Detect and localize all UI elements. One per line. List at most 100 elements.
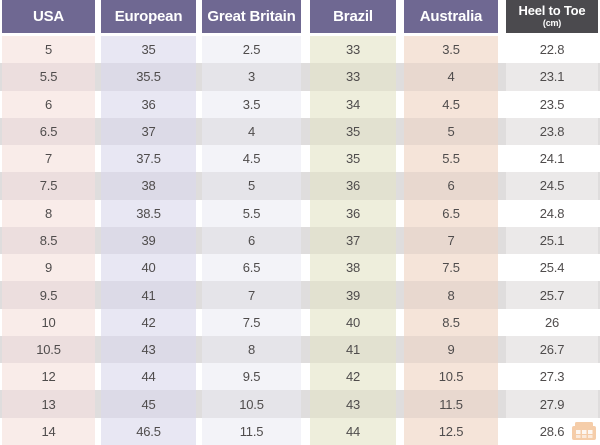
table-cell: 39 bbox=[101, 226, 196, 255]
table-row: 10.5 43 8 41 9 26.7 bbox=[0, 335, 600, 364]
table-cell: 42 bbox=[101, 308, 196, 336]
table-row: 10 42 7.5 40 8.5 26 bbox=[0, 308, 600, 336]
header-usa-label: USA bbox=[32, 7, 65, 25]
watermark-logo-icon bbox=[572, 422, 596, 440]
table-cell: 33 bbox=[310, 36, 396, 64]
table-row: 14 46.5 11.5 44 12.5 28.6 bbox=[0, 417, 600, 445]
table-row: 8 38.5 5.5 36 6.5 24.8 bbox=[0, 199, 600, 227]
table-cell: 27.9 bbox=[506, 390, 598, 418]
table-cell: 10 bbox=[2, 308, 95, 336]
table-row: 12 44 9.5 42 10.5 27.3 bbox=[0, 363, 600, 391]
table-row: 13 45 10.5 43 11.5 27.9 bbox=[0, 390, 600, 418]
table-cell: 43 bbox=[310, 390, 396, 418]
table-cell: 37.5 bbox=[101, 145, 196, 173]
table-row: 9 40 6.5 38 7.5 25.4 bbox=[0, 254, 600, 282]
table-cell: 25.1 bbox=[506, 226, 598, 255]
table-cell: 7.5 bbox=[2, 172, 95, 200]
table-cell: 5 bbox=[202, 172, 301, 200]
table-row: 6.5 37 4 35 5 23.8 bbox=[0, 117, 600, 146]
table-cell: 13 bbox=[2, 390, 95, 418]
table-cell: 9 bbox=[2, 254, 95, 282]
table-row: 9.5 41 7 39 8 25.7 bbox=[0, 281, 600, 309]
table-cell: 25.4 bbox=[506, 254, 598, 282]
table-cell: 10.5 bbox=[202, 390, 301, 418]
table-cell: 40 bbox=[310, 308, 396, 336]
table-cell: 5.5 bbox=[404, 145, 498, 173]
table-cell: 8 bbox=[404, 281, 498, 309]
table-cell: 3 bbox=[202, 63, 301, 91]
table-cell: 35.5 bbox=[101, 63, 196, 91]
table-cell: 35 bbox=[101, 36, 196, 64]
table-cell: 35 bbox=[310, 145, 396, 173]
header-australia: Australia bbox=[404, 0, 498, 33]
table-cell: 24.8 bbox=[506, 199, 598, 227]
table-row: 7 37.5 4.5 35 5.5 24.1 bbox=[0, 145, 600, 173]
table-cell: 4.5 bbox=[202, 145, 301, 173]
table-cell: 3.5 bbox=[404, 36, 498, 64]
table-cell: 7 bbox=[202, 281, 301, 309]
table-cell: 8 bbox=[2, 199, 95, 227]
table-header-row: USA European Great Britain Brazil Austra… bbox=[0, 0, 600, 33]
table-cell: 12 bbox=[2, 363, 95, 391]
table-cell: 38 bbox=[310, 254, 396, 282]
header-heel-to-toe-label: Heel to Toe bbox=[518, 3, 586, 19]
table-row: 6 36 3.5 34 4.5 23.5 bbox=[0, 90, 600, 118]
table-cell: 4.5 bbox=[404, 90, 498, 118]
table-cell: 6.5 bbox=[2, 117, 95, 146]
table-cell: 44 bbox=[101, 363, 196, 391]
table-cell: 27.3 bbox=[506, 363, 598, 391]
table-cell: 37 bbox=[310, 226, 396, 255]
table-cell: 43 bbox=[101, 335, 196, 364]
table-row: 5.5 35.5 3 33 4 23.1 bbox=[0, 63, 600, 91]
table-cell: 5 bbox=[2, 36, 95, 64]
table-cell: 38 bbox=[101, 172, 196, 200]
table-cell: 41 bbox=[101, 281, 196, 309]
header-european: European bbox=[101, 0, 196, 33]
table-cell: 24.5 bbox=[506, 172, 598, 200]
header-great-britain: Great Britain bbox=[202, 0, 301, 33]
table-cell: 2.5 bbox=[202, 36, 301, 64]
table-row: 7.5 38 5 36 6 24.5 bbox=[0, 172, 600, 200]
table-cell: 25.7 bbox=[506, 281, 598, 309]
table-cell: 26 bbox=[506, 308, 598, 336]
header-australia-label: Australia bbox=[419, 7, 483, 25]
table-cell: 28.6 bbox=[506, 417, 598, 445]
table-cell: 23.8 bbox=[506, 117, 598, 146]
table-cell: 5 bbox=[404, 117, 498, 146]
table-cell: 36 bbox=[310, 199, 396, 227]
table-cell: 42 bbox=[310, 363, 396, 391]
table-cell: 23.5 bbox=[506, 90, 598, 118]
table-cell: 40 bbox=[101, 254, 196, 282]
table-cell: 46.5 bbox=[101, 417, 196, 445]
table-cell: 23.1 bbox=[506, 63, 598, 91]
table-cell: 8 bbox=[202, 335, 301, 364]
table-cell: 6.5 bbox=[404, 199, 498, 227]
table-cell: 4 bbox=[202, 117, 301, 146]
table-cell: 44 bbox=[310, 417, 396, 445]
table-cell: 9.5 bbox=[2, 281, 95, 309]
table-cell: 9.5 bbox=[202, 363, 301, 391]
table-body: 5 35 2.5 33 3.5 22.8 5.5 35.5 3 33 4 23.1 6 36 3.5 34 4.… bbox=[0, 36, 600, 445]
table-cell: 5.5 bbox=[2, 63, 95, 91]
table-cell: 22.8 bbox=[506, 36, 598, 64]
header-great-britain-label: Great Britain bbox=[207, 7, 296, 25]
table-cell: 7 bbox=[2, 145, 95, 173]
table-cell: 34 bbox=[310, 90, 396, 118]
table-cell: 11.5 bbox=[202, 417, 301, 445]
table-cell: 45 bbox=[101, 390, 196, 418]
table-cell: 6 bbox=[2, 90, 95, 118]
table-cell: 6 bbox=[202, 226, 301, 255]
table-cell: 10.5 bbox=[2, 335, 95, 364]
table-cell: 14 bbox=[2, 417, 95, 445]
table-cell: 7 bbox=[404, 226, 498, 255]
table-cell: 5.5 bbox=[202, 199, 301, 227]
header-brazil-label: Brazil bbox=[333, 7, 373, 25]
table-cell: 10.5 bbox=[404, 363, 498, 391]
table-cell: 4 bbox=[404, 63, 498, 91]
table-cell: 8.5 bbox=[2, 226, 95, 255]
table-cell: 41 bbox=[310, 335, 396, 364]
header-usa: USA bbox=[2, 0, 95, 33]
table-cell: 3.5 bbox=[202, 90, 301, 118]
table-cell: 35 bbox=[310, 117, 396, 146]
